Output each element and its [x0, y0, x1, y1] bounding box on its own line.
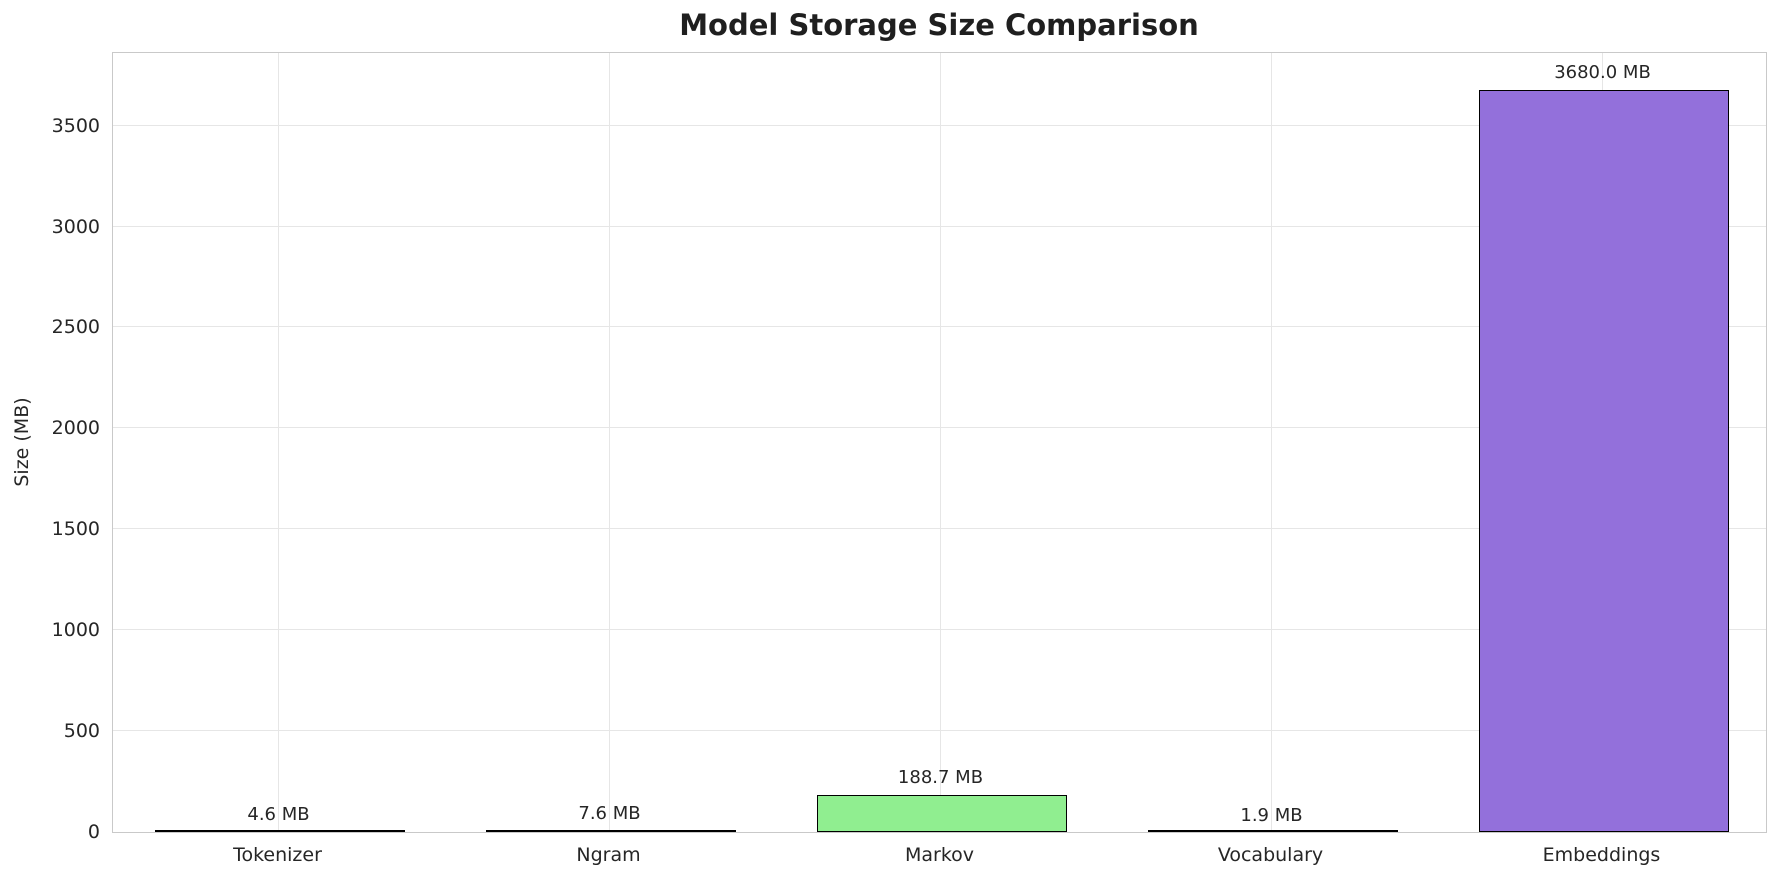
gridline-horizontal: [113, 629, 1766, 631]
bar-value-label: 3680.0 MB: [1554, 62, 1651, 84]
gridline-horizontal: [113, 124, 1766, 126]
y-tick-label: 2000: [51, 417, 100, 440]
y-axis-label: Size (MB): [11, 397, 33, 487]
gridline-horizontal: [113, 225, 1766, 227]
gridline-horizontal: [113, 730, 1766, 732]
gridline-vertical: [609, 53, 610, 832]
bar-vocabulary: [1148, 830, 1398, 832]
x-tick-label: Embeddings: [1542, 844, 1661, 866]
chart-title: Model Storage Size Comparison: [679, 8, 1199, 42]
x-tick-label: Ngram: [576, 844, 641, 866]
bar-tokenizer: [155, 830, 405, 832]
y-tick-label: 3000: [51, 215, 100, 238]
bar-embeddings: [1479, 90, 1729, 832]
bar-value-label: 4.6 MB: [247, 804, 310, 826]
gridline-horizontal: [113, 326, 1766, 328]
bar-markov: [817, 794, 1067, 832]
y-tick-label: 1000: [51, 619, 100, 642]
y-tick-label: 1500: [51, 518, 100, 541]
y-tick-label: 500: [63, 720, 100, 743]
gridline-vertical: [1271, 53, 1272, 832]
y-tick-label: 3500: [51, 114, 100, 137]
y-tick-label: 2500: [51, 316, 100, 339]
y-tick-label: 0: [87, 821, 100, 843]
gridline-vertical: [940, 53, 941, 832]
gridline-vertical: [278, 53, 279, 832]
bar-value-label: 1.9 MB: [1240, 804, 1303, 826]
plot-area: 4.6 MB 7.6 MB 188.7 MB 1.9 MB 3680.0 MB: [112, 52, 1767, 833]
bar-ngram: [486, 830, 736, 832]
bar-value-label: 7.6 MB: [578, 803, 641, 825]
x-tick-label: Tokenizer: [233, 844, 322, 866]
bar-value-label: 188.7 MB: [897, 766, 984, 788]
x-tick-label: Vocabulary: [1217, 844, 1324, 866]
gridline-horizontal: [113, 528, 1766, 530]
gridline-horizontal: [113, 427, 1766, 429]
x-tick-label: Markov: [904, 844, 975, 866]
